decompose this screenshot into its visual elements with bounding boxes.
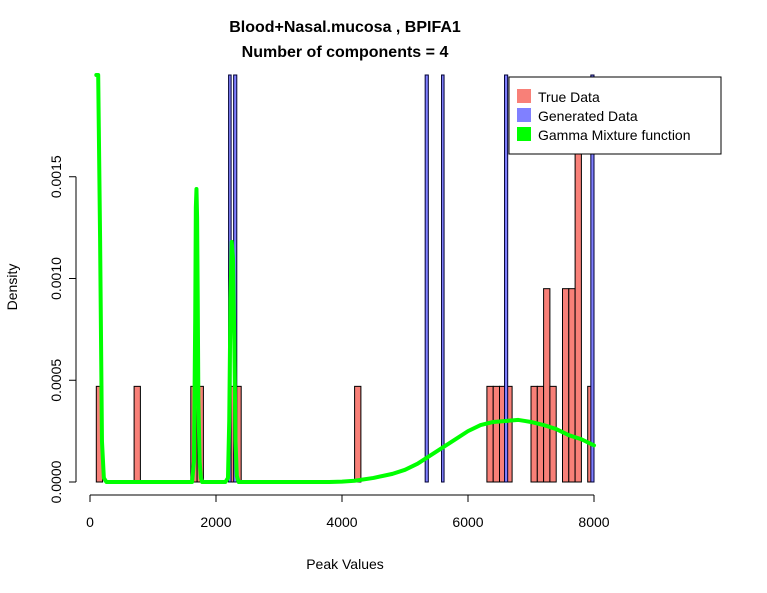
x-axis: 0 2000 4000 6000 8000 [86,494,610,530]
y-tick-label: 0.0015 [48,155,64,198]
legend-swatch-gamma-mixture [517,127,531,141]
generated-data-bar [441,74,445,483]
y-tick-label: 0.0005 [48,359,64,402]
gamma-mixture-layer [94,73,596,484]
legend-swatch-true-data [517,89,531,103]
chart-subtitle: Number of components = 4 [242,44,449,61]
x-tick-label: 4000 [326,514,357,530]
y-tick-label: 0.0010 [48,257,64,300]
generated-data-bar [590,74,595,483]
chart-legend: True Data Generated Data Gamma Mixture f… [508,76,722,155]
generated-data-bar [504,74,509,483]
x-tick-label: 8000 [578,514,609,530]
true-data-bar [492,385,501,483]
legend-swatch-generated-data [517,108,531,122]
true-data-bar [568,288,576,483]
true-data-bar [133,385,141,483]
legend-label-gamma-mixture: Gamma Mixture function [538,127,691,143]
true-data-bar [354,385,362,483]
y-axis: 0.0000 0.0005 0.0010 0.0015 [48,155,77,503]
x-tick-label: 0 [86,514,94,530]
chart-title: Blood+Nasal.mucosa , BPIFA1 [229,19,461,36]
true-data-bar [549,385,557,483]
true-data-bar [530,385,538,483]
true-data-bar [543,288,551,483]
x-tick-label: 6000 [452,514,483,530]
gamma-mixture-line [94,73,596,484]
y-axis-label: Density [4,264,20,311]
y-tick-label: 0.0000 [48,460,64,503]
legend-label-generated-data: Generated Data [538,108,638,124]
true-data-bar [486,385,494,483]
true-data-bar [562,288,570,483]
generated-data-bar [424,74,429,483]
x-axis-label: Peak Values [306,556,384,572]
x-tick-label: 2000 [200,514,231,530]
legend-label-true-data: True Data [538,89,600,105]
true-data-bar [536,385,545,483]
legend-box [508,76,722,155]
